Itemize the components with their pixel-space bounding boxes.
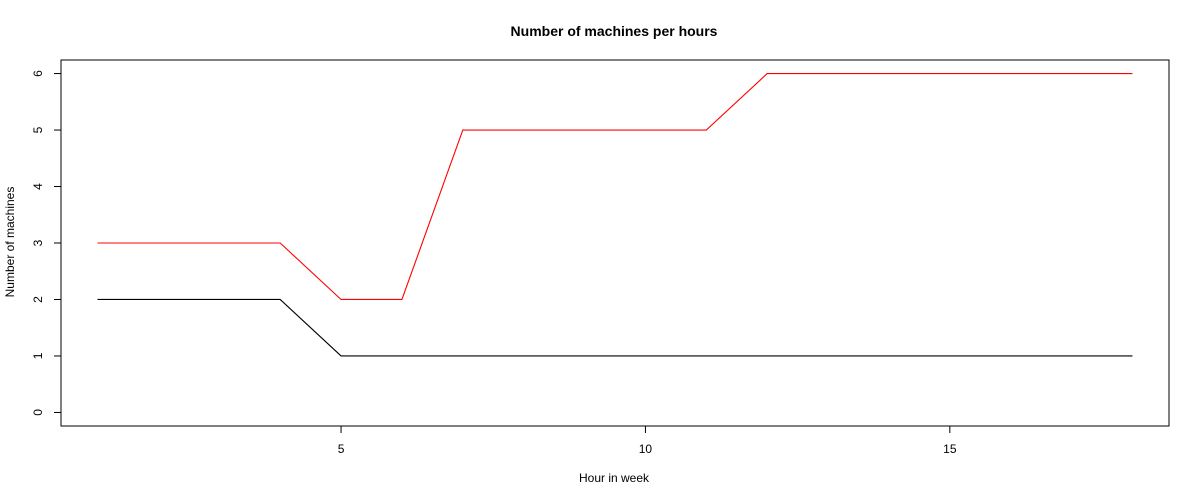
black-series-line xyxy=(97,298,1133,357)
series-layer xyxy=(97,73,1133,357)
x-tick-label: 15 xyxy=(943,442,957,456)
y-tick-label: 5 xyxy=(31,126,45,133)
y-axis: 0 1 2 3 4 5 6 xyxy=(31,70,61,416)
x-axis-label: Hour in week xyxy=(579,471,650,485)
y-tick-label: 2 xyxy=(31,296,45,303)
x-axis: 5 10 15 xyxy=(338,426,957,456)
y-tick-label: 6 xyxy=(31,70,45,77)
y-tick-label: 0 xyxy=(31,409,45,416)
y-axis-label: Number of machines xyxy=(3,187,17,298)
y-tick-label: 1 xyxy=(31,352,45,359)
y-tick-label: 3 xyxy=(31,239,45,246)
x-tick-label: 5 xyxy=(338,442,345,456)
red-series-line xyxy=(97,73,1133,301)
x-tick-label: 10 xyxy=(639,442,653,456)
y-tick-label: 4 xyxy=(31,183,45,190)
chart-title: Number of machines per hours xyxy=(511,23,718,39)
